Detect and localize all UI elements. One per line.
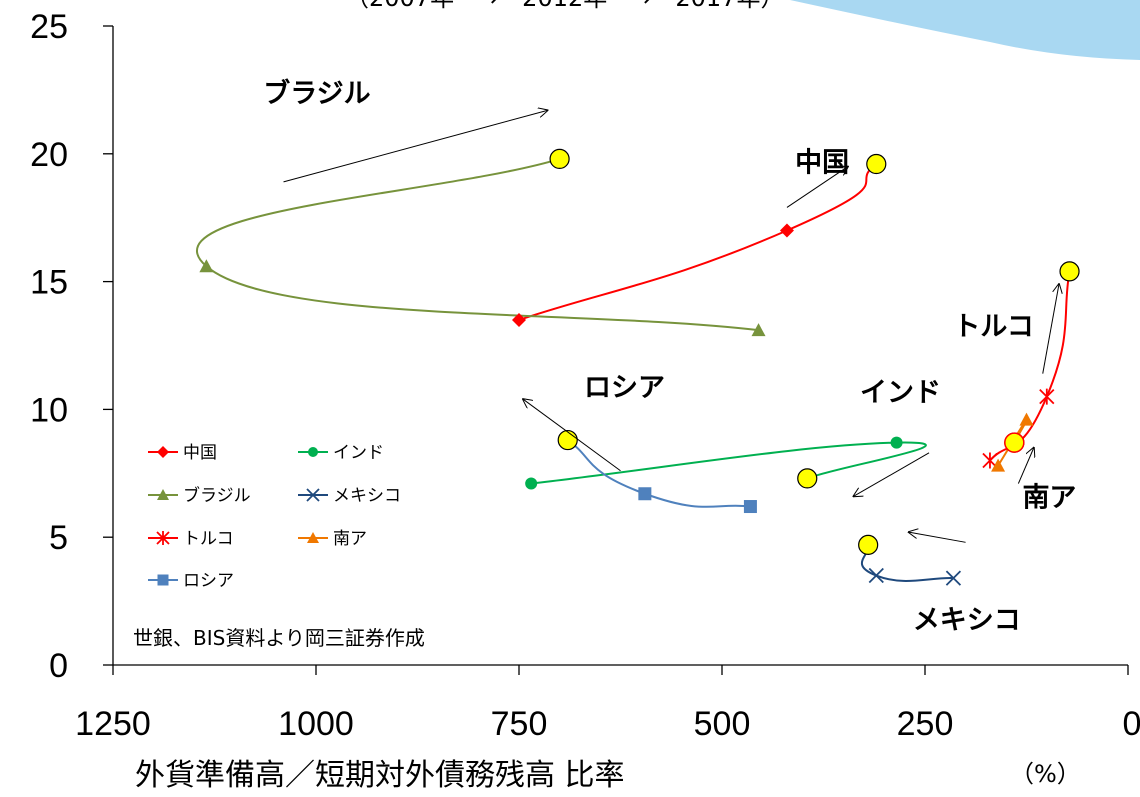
annotation-label: メキシコ [913, 605, 1021, 636]
legend-swatch-marker [157, 446, 169, 458]
y-tick-label: 5 [49, 519, 68, 557]
data-point [1039, 388, 1055, 405]
legend-swatch-marker [308, 447, 318, 457]
annotation-label: ロシア [584, 373, 665, 404]
x-tick-label: 1000 [278, 705, 354, 743]
source-note: 世銀、BIS資料より岡三証券作成 [133, 626, 425, 650]
direction-arrow [786, 167, 848, 208]
data-point [512, 312, 526, 327]
data-point [991, 458, 1006, 472]
data-point [751, 323, 766, 337]
y-tick-labels: 0 5 10 15 20 25 [30, 8, 113, 685]
data-point [890, 436, 903, 449]
legend-label: インド [333, 443, 384, 463]
data-point [945, 570, 962, 586]
chart-subtitle: （2007年 → 2012年 → 2017年） [345, 0, 784, 12]
annotation-label: インド [860, 378, 941, 409]
y-tick-label: 15 [30, 264, 68, 302]
data-point [638, 487, 652, 501]
series-line-6 [567, 439, 751, 508]
latest-point-marker [1059, 261, 1080, 282]
y-tick-label: 20 [30, 136, 68, 174]
legend-swatch-marker [306, 488, 320, 502]
latest-point-marker [866, 153, 887, 175]
data-point [1019, 412, 1034, 426]
data-point [743, 500, 757, 514]
data-point [525, 477, 538, 490]
x-tick-label: 500 [694, 705, 751, 743]
legend-swatch-marker [157, 574, 169, 586]
latest-point-marker [557, 429, 578, 451]
series-line-1 [531, 441, 927, 485]
series-curves [196, 157, 1071, 582]
series-line-0 [518, 163, 877, 321]
annotation-label: 中国 [795, 148, 849, 179]
legend-label: 南ア [333, 529, 367, 549]
annotation-label: 南ア [1022, 483, 1076, 514]
x-axis-label: 外貨準備高／短期対外債務残高 比率 [135, 758, 625, 793]
x-tick-labels: 0 250 500 750 1000 1250 [75, 665, 1140, 743]
x-tick-label: 750 [491, 705, 548, 743]
latest-point-outline [1004, 432, 1025, 453]
y-tick-label: 10 [30, 391, 68, 429]
direction-arrow [283, 110, 548, 183]
direction-arrow [523, 399, 621, 472]
x-tick-label: 250 [897, 705, 954, 743]
legend-label: ロシア [183, 571, 234, 591]
x-tick-label: 1250 [75, 705, 151, 743]
direction-arrow [909, 532, 966, 543]
direction-arrow [854, 452, 930, 496]
data-point [868, 567, 884, 584]
direction-arrow [1042, 284, 1059, 374]
latest-point-marker [797, 468, 818, 489]
direction-arrows [283, 110, 1059, 543]
series-line-2 [196, 157, 759, 332]
x-tick-label: 0 [1123, 705, 1140, 743]
legend-swatch-marker [307, 532, 319, 543]
legend-label: 中国 [183, 443, 217, 463]
annotation-label: ブラジル [263, 78, 370, 110]
series-markers [199, 148, 1080, 586]
latest-point-marker [549, 148, 570, 170]
latest-point-marker [858, 534, 879, 555]
data-point [199, 259, 214, 273]
x-axis-unit: （%） [1010, 760, 1081, 788]
annotation-label: トルコ [953, 311, 1033, 342]
legend-swatch-marker [157, 489, 169, 500]
legend-swatch-marker [156, 531, 170, 545]
series-line-4 [989, 271, 1071, 462]
legend-label: ブラジル [183, 485, 251, 506]
legend-label: トルコ [183, 529, 234, 549]
decorative-cloud [790, 0, 1140, 60]
y-tick-label: 0 [49, 647, 68, 685]
axes [112, 26, 1128, 666]
y-tick-label: 25 [30, 8, 68, 46]
data-point [779, 223, 794, 238]
direction-arrow [1017, 448, 1033, 484]
legend-label: メキシコ [333, 486, 401, 506]
